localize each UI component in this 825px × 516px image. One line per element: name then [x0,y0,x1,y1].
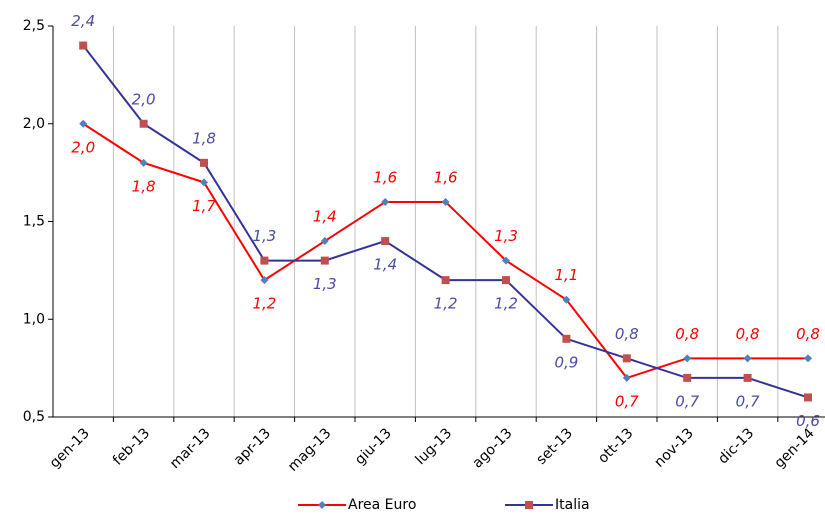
point [743,373,752,382]
point [200,158,208,167]
point [320,237,329,246]
point [318,501,326,509]
value-label: 0,9 [554,353,578,371]
point [562,295,571,304]
point [381,197,390,206]
x-tick-label: mar-13 [167,425,214,472]
point [502,276,510,285]
point [622,354,631,363]
value-label: 1,1 [554,266,578,284]
point [502,256,510,265]
point [743,354,752,363]
x-tick-label: giu-13 [352,425,395,468]
x-tick-label: nov-13 [651,425,696,470]
value-label: 1,2 [494,295,518,313]
point [260,256,269,265]
value-label: 1,3 [313,275,337,293]
point [441,197,450,206]
value-label: 1,6 [434,168,458,186]
value-label: 1,8 [132,177,156,195]
value-label: 1,3 [494,227,518,245]
point [381,237,390,246]
value-label: 1,7 [192,197,216,215]
value-label: 0,7 [675,392,699,410]
value-label: 0,7 [736,392,760,410]
value-label: 0,6 [796,412,820,430]
y-tick-label: 1,0 [23,311,45,327]
legend-label: Italia [555,497,590,513]
x-tick-label: apr-13 [231,425,274,468]
point [139,119,148,128]
x-tick-label: gen-13 [47,425,93,471]
value-label: 1,3 [252,227,276,245]
point [683,373,692,382]
legend-label: Area Euro [348,497,416,513]
value-label: 1,6 [373,168,397,186]
point [804,393,812,402]
x-tick-label: feb-13 [110,425,153,468]
point [320,256,329,265]
value-label: 1,4 [373,256,397,274]
value-label: 2,0 [71,138,95,156]
value-label: 0,8 [615,325,639,343]
value-label: 1,4 [313,208,337,226]
point [562,334,571,343]
x-tick-label: lug-13 [412,425,455,468]
y-tick-label: 0,5 [23,409,45,425]
y-tick-label: 2,0 [23,116,45,132]
x-tick-label: dic-13 [715,425,757,467]
x-tick-label: ott-13 [595,425,636,466]
x-tick-label: mag-13 [285,425,334,474]
point [525,501,533,509]
x-tick-label: ago-13 [470,425,516,471]
point [200,178,208,187]
point [79,41,88,50]
value-label: 0,8 [796,325,820,343]
point [683,354,692,363]
point [79,119,88,128]
point [441,276,450,285]
value-label: 0,8 [675,325,699,343]
value-label: 1,2 [434,295,458,313]
point [260,276,269,285]
value-label: 0,7 [615,392,639,410]
value-label: 1,8 [192,129,216,147]
point [139,158,148,167]
y-tick-label: 1,5 [23,214,45,230]
point [622,373,631,382]
value-label: 0,8 [736,325,760,343]
series-line [82,122,808,380]
series-line [82,44,809,399]
y-tick-label: 2,5 [23,18,45,34]
value-label: 2,0 [132,90,156,108]
x-tick-label: gen-14 [772,425,818,471]
value-label: 2,4 [71,12,95,30]
x-tick-label: set-13 [533,425,576,468]
point [804,354,812,363]
value-label: 1,2 [252,295,276,313]
